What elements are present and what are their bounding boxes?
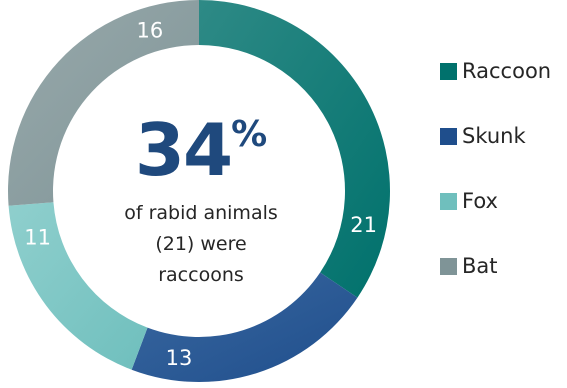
center-percentage: 34% bbox=[96, 110, 306, 190]
donut-slices bbox=[7, 0, 390, 382]
donut-slice-fox bbox=[8, 202, 148, 370]
legend-item-skunk: Skunk bbox=[440, 124, 551, 148]
center-caption-line-2: (21) were bbox=[155, 233, 247, 255]
legend-swatch-raccoon bbox=[440, 62, 457, 80]
legend-item-fox: Fox bbox=[440, 189, 551, 213]
legend-label-bat: Bat bbox=[462, 254, 498, 278]
legend-item-raccoon: Raccoon bbox=[440, 59, 552, 83]
legend: Raccoon Skunk Fox Bat bbox=[440, 59, 552, 320]
center-caption-line-1: of rabid animals bbox=[124, 202, 278, 224]
center-percentage-number: 34 bbox=[134, 108, 233, 192]
legend-swatch-fox bbox=[440, 192, 457, 210]
donut-slice-raccoon bbox=[199, 0, 390, 298]
center-percent-sign: % bbox=[231, 114, 268, 155]
slice-value-label-bat: 16 bbox=[137, 18, 164, 42]
legend-item-bat: Bat bbox=[440, 254, 551, 278]
donut-slice-skunk bbox=[131, 272, 358, 382]
legend-swatch-bat bbox=[440, 257, 457, 275]
slice-value-label-raccoon: 21 bbox=[350, 213, 377, 237]
slice-value-label-fox: 11 bbox=[24, 226, 51, 250]
center-caption: of rabid animals (21) were raccoons bbox=[96, 198, 306, 291]
slice-value-label-skunk: 13 bbox=[166, 346, 193, 370]
center-caption-line-3: raccoons bbox=[158, 264, 244, 286]
slice-labels: 21 13 11 16 bbox=[24, 18, 377, 370]
legend-label-skunk: Skunk bbox=[462, 124, 526, 148]
legend-label-fox: Fox bbox=[462, 189, 498, 213]
donut-slice-bat bbox=[7, 0, 199, 206]
legend-label-raccoon: Raccoon bbox=[462, 59, 552, 83]
legend-swatch-skunk bbox=[440, 127, 457, 145]
